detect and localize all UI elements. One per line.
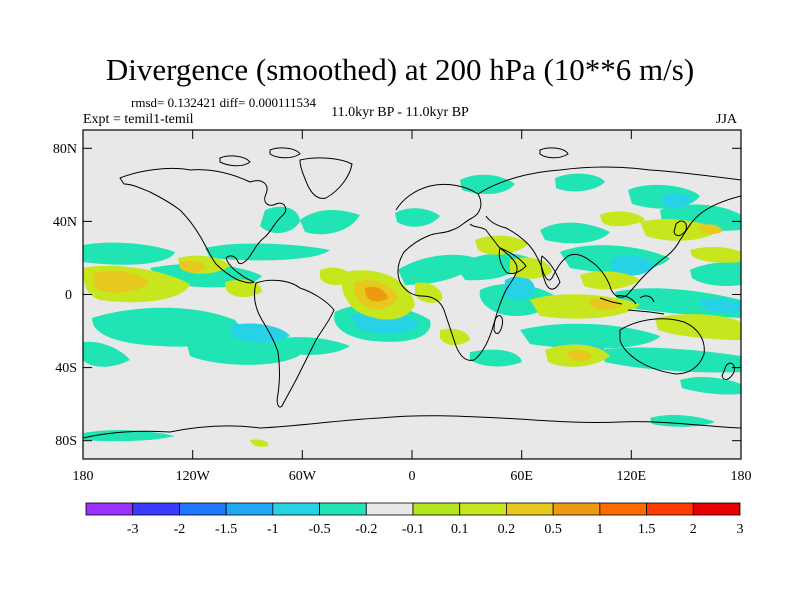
- colorbar-swatch: [646, 502, 694, 516]
- lon-label: 180: [73, 469, 94, 484]
- colorbar: -3 -2 -1.5 -1 -0.5 -0.2 -0.1 0.1 0.2 0.5 1 1.5 2 3: [85, 502, 744, 537]
- colorbar-label: -0.5: [308, 522, 330, 537]
- colorbar-swatch: [459, 502, 507, 516]
- plot-title: Divergence (smoothed) at 200 hPa (10**6 …: [105, 52, 695, 87]
- colorbar-swatch: [692, 502, 741, 516]
- colorbar-label: 3: [737, 522, 744, 537]
- stats-text: rmsd= 0.132421 diff= 0.000111534: [131, 95, 316, 110]
- season-label: JJA: [716, 112, 738, 127]
- axis-ticks: [82, 130, 742, 459]
- coastlines: [83, 147, 741, 439]
- colorbar-label: -1: [267, 522, 279, 537]
- colorbar-label: 0.5: [544, 522, 562, 537]
- colorbar-label: -3: [127, 522, 139, 537]
- colorbar-swatch: [552, 502, 601, 516]
- lat-label: 40N: [53, 215, 77, 230]
- colorbar-label: -0.1: [402, 522, 424, 537]
- lon-label: 60W: [289, 469, 317, 484]
- colorbar-label: -1.5: [215, 522, 237, 537]
- colorbar-label: 2: [690, 522, 697, 537]
- lat-label: 80S: [55, 434, 77, 449]
- lon-label: 0: [409, 469, 416, 484]
- colorbar-swatch: [319, 502, 367, 516]
- lon-label: 60E: [510, 469, 533, 484]
- colorbar-swatch: [179, 502, 227, 516]
- colorbar-swatch: [412, 502, 461, 516]
- colorbar-label: 1.5: [638, 522, 656, 537]
- lon-label: 120E: [617, 469, 647, 484]
- colorbar-label: 1: [596, 522, 603, 537]
- experiment-label: Expt = temil1-temil: [83, 112, 194, 127]
- colorbar-swatch: [85, 502, 134, 516]
- lat-label: 0: [65, 288, 72, 303]
- colorbar-swatch: [599, 502, 647, 516]
- colorbar-swatch: [506, 502, 554, 516]
- colorbar-label: -0.2: [355, 522, 377, 537]
- divergence-contours: [83, 173, 741, 447]
- period-label: 11.0kyr BP - 11.0kyr BP: [331, 105, 469, 120]
- colorbar-swatch: [225, 502, 274, 516]
- lon-label: 180: [731, 469, 752, 484]
- colorbar-swatch: [365, 502, 414, 516]
- colorbar-label: 0.1: [451, 522, 469, 537]
- colorbar-label: 0.2: [498, 522, 516, 537]
- lat-label: 40S: [55, 361, 77, 376]
- lat-label: 80N: [53, 142, 77, 157]
- colorbar-label: -2: [174, 522, 186, 537]
- lon-label: 120W: [176, 469, 211, 484]
- colorbar-swatch: [272, 502, 320, 516]
- colorbar-swatch: [132, 502, 180, 516]
